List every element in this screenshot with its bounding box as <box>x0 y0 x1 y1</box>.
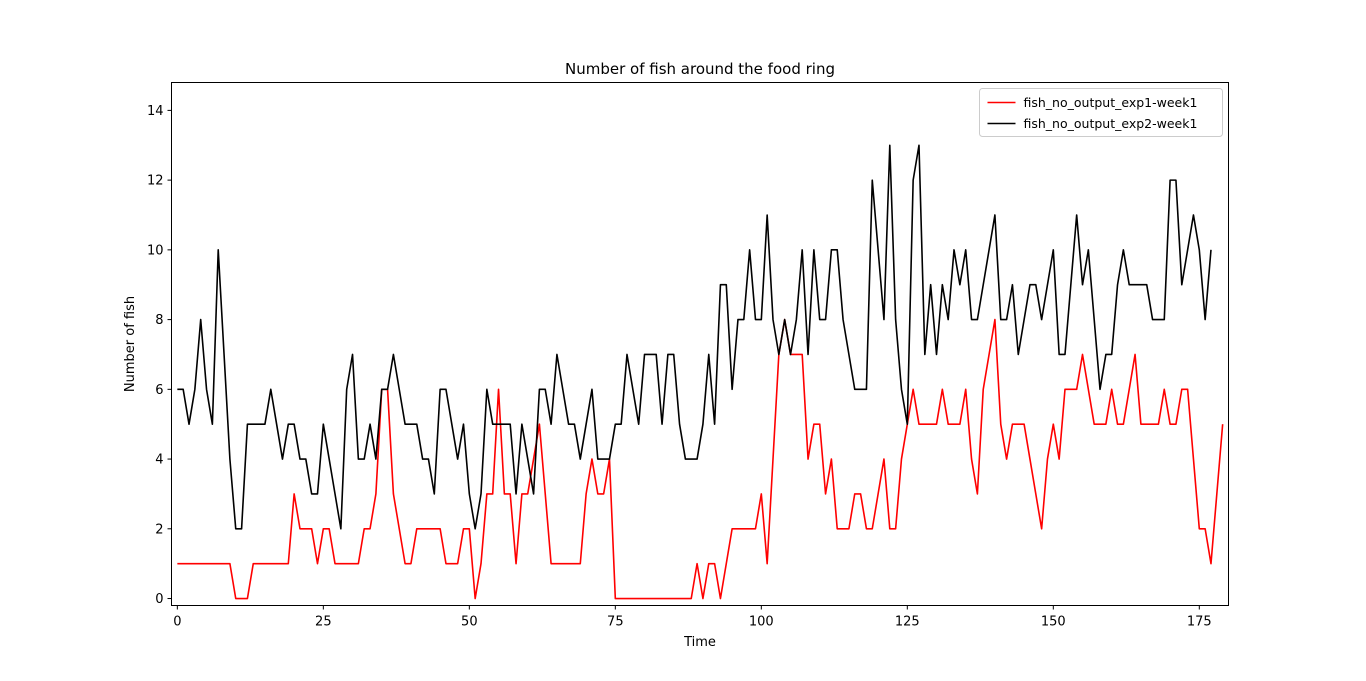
x-tick-label: 175 <box>1187 615 1212 630</box>
y-tick-label: 6 <box>155 383 163 398</box>
y-tick-label: 4 <box>155 453 163 468</box>
series-layer <box>177 144 1224 600</box>
y-tick-label: 12 <box>147 174 164 189</box>
x-tick-label: 50 <box>461 615 478 630</box>
y-tick-label: 10 <box>147 243 164 258</box>
legend-label-2: fish_no_output_exp2-week1 <box>1024 116 1198 131</box>
y-tick-label: 0 <box>155 592 163 607</box>
x-tick-label: 25 <box>315 615 332 630</box>
y-axis: 0 2 4 6 8 10 12 14 <box>147 104 172 607</box>
x-tick-label: 0 <box>173 615 181 630</box>
legend-label-1: fish_no_output_exp1-week1 <box>1024 95 1198 110</box>
legend: fish_no_output_exp1-week1 fish_no_output_… <box>979 88 1223 137</box>
y-tick-label: 2 <box>155 522 163 537</box>
x-tick-label: 75 <box>607 615 624 630</box>
x-tick-label: 150 <box>1041 615 1066 630</box>
x-tick-label: 125 <box>895 615 920 630</box>
plot-frame <box>171 82 1229 606</box>
x-axis: 0 25 50 75 100 125 150 175 <box>173 605 1212 630</box>
plot-area: 0 25 50 75 100 125 150 175 0 2 4 6 8 10 12 14 <box>147 82 1229 630</box>
x-tick-label: 100 <box>749 615 774 630</box>
y-axis-title: Number of fish <box>123 296 138 392</box>
x-axis-title: Time <box>683 635 716 650</box>
y-tick-label: 8 <box>155 313 163 328</box>
legend-box <box>979 88 1223 137</box>
chart-title: Number of fish around the food ring <box>565 60 835 78</box>
series-line-2 <box>177 144 1212 530</box>
series-line-1 <box>177 318 1224 600</box>
y-tick-label: 14 <box>147 104 164 119</box>
